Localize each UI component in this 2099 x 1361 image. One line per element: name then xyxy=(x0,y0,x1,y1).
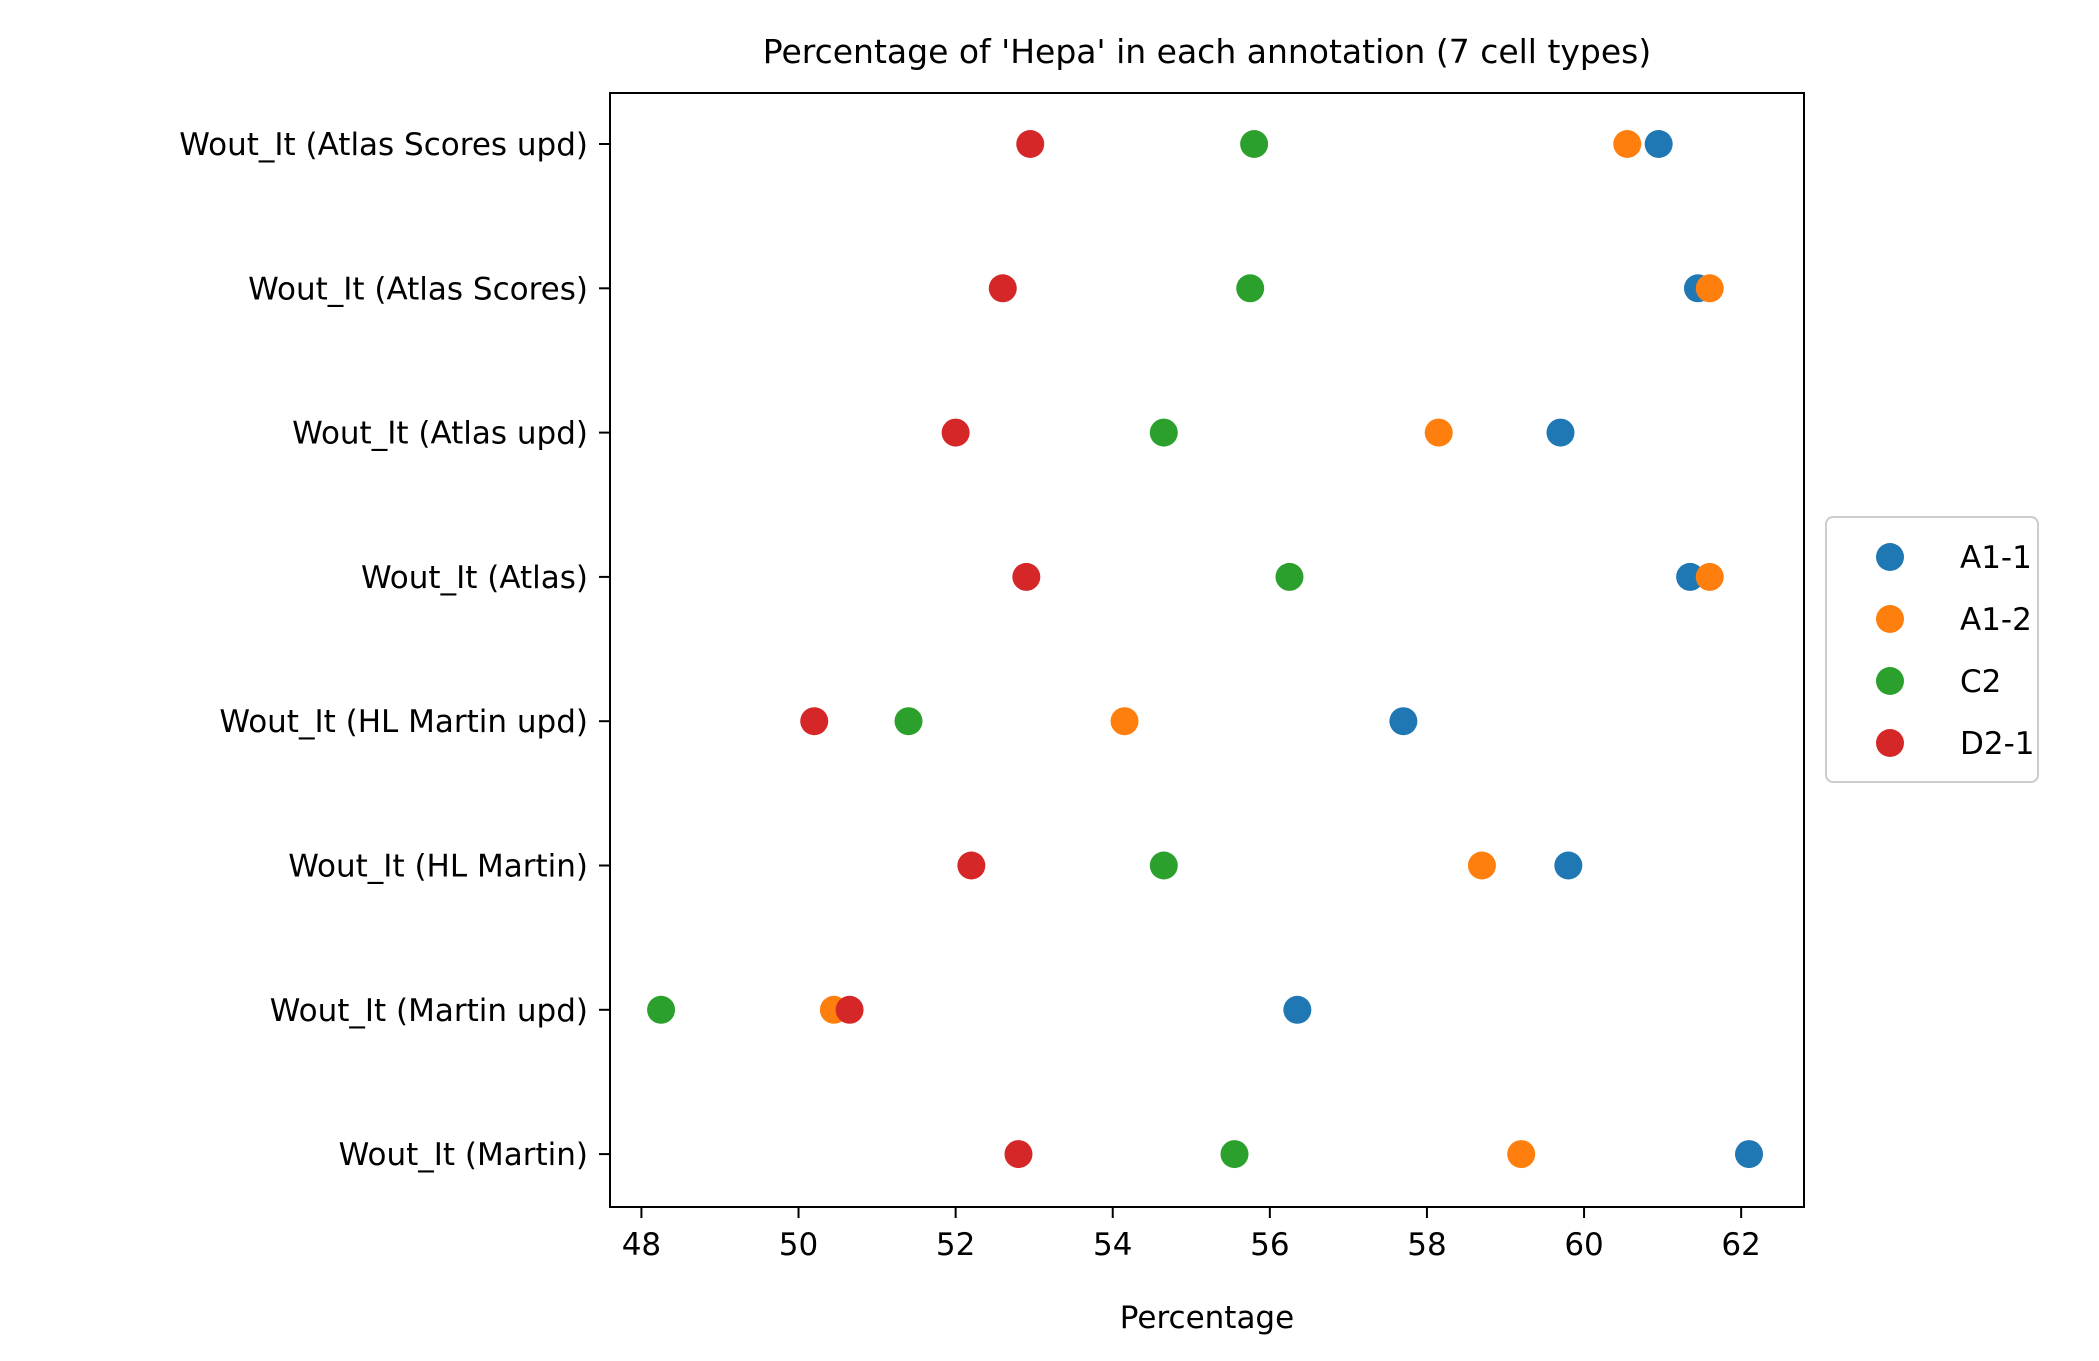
point-a1-2-7 xyxy=(1507,1140,1536,1169)
point-d2-1-2 xyxy=(941,418,970,447)
x-tick-label: 56 xyxy=(1250,1227,1289,1263)
y-tick-label: Wout_It (Martin) xyxy=(339,1137,588,1173)
y-tick-label: Wout_It (Atlas Scores) xyxy=(248,271,588,307)
y-tick-label: Wout_It (Atlas Scores upd) xyxy=(179,127,588,163)
x-tick-label: 60 xyxy=(1564,1227,1603,1263)
point-a1-1-7 xyxy=(1735,1140,1764,1169)
y-tick-label: Wout_It (Martin upd) xyxy=(270,993,588,1029)
point-a1-2-0 xyxy=(1613,130,1642,158)
chart-title: Percentage of 'Hepa' in each annotation … xyxy=(763,32,1652,71)
point-a1-2-2 xyxy=(1424,418,1453,447)
point-c2-2 xyxy=(1149,418,1178,447)
point-c2-1 xyxy=(1236,274,1265,303)
legend: A1-1 A1-2 C2 D2-1 xyxy=(1825,516,2039,783)
point-d2-1-6 xyxy=(835,995,864,1024)
y-tick-label: Wout_It (Atlas) xyxy=(361,560,588,596)
point-d2-1-3 xyxy=(1012,562,1041,591)
plot-frame xyxy=(609,92,1805,1208)
x-tick-label: 58 xyxy=(1407,1227,1446,1263)
x-tick-label: 62 xyxy=(1721,1227,1760,1263)
point-c2-6 xyxy=(647,995,676,1024)
point-c2-0 xyxy=(1240,130,1269,158)
x-axis: 48 50 52 54 56 58 60 62 xyxy=(622,1207,1761,1263)
point-a1-1-0 xyxy=(1644,130,1673,158)
x-tick-label: 54 xyxy=(1093,1227,1132,1263)
legend-label-a1-2: A1-2 xyxy=(1960,602,2032,638)
point-d2-1-4 xyxy=(800,707,829,736)
legend-marker-c2 xyxy=(1876,667,1904,695)
point-c2-5 xyxy=(1149,851,1178,880)
legend-label-c2: C2 xyxy=(1960,664,2001,700)
point-d2-1-5 xyxy=(957,851,986,880)
legend-label-a1-1: A1-1 xyxy=(1960,540,2032,576)
legend-marker-a1-2 xyxy=(1876,605,1904,633)
point-c2-3 xyxy=(1275,562,1304,591)
legend-marker-a1-1 xyxy=(1876,543,1904,571)
point-a1-2-3 xyxy=(1695,562,1724,591)
data-points xyxy=(647,130,1764,1169)
point-a1-1-4 xyxy=(1389,707,1418,736)
x-tick-label: 52 xyxy=(936,1227,975,1263)
point-a1-1-5 xyxy=(1554,851,1583,880)
point-a1-2-4 xyxy=(1110,707,1139,736)
y-tick-label: Wout_It (HL Martin) xyxy=(288,849,588,885)
point-a1-1-6 xyxy=(1283,995,1312,1024)
point-c2-4 xyxy=(894,707,923,736)
point-a1-1-3 xyxy=(1676,562,1705,591)
point-d2-1-1 xyxy=(988,274,1017,303)
point-a1-2-1 xyxy=(1695,274,1724,303)
x-tick-label: 50 xyxy=(779,1227,818,1263)
point-d2-1-7 xyxy=(1004,1140,1033,1169)
point-d2-1-0 xyxy=(1016,130,1045,158)
point-c2-7 xyxy=(1220,1140,1249,1169)
legend-label-d2-1: D2-1 xyxy=(1960,726,2035,762)
legend-marker-d2-1 xyxy=(1876,729,1904,757)
point-a1-2-5 xyxy=(1467,851,1496,880)
x-axis-label: Percentage xyxy=(1120,1300,1294,1336)
y-tick-label: Wout_It (HL Martin upd) xyxy=(219,704,588,740)
legend-frame xyxy=(1825,516,2039,783)
x-tick-label: 48 xyxy=(622,1227,661,1263)
y-axis: Wout_It (Atlas Scores upd) Wout_It (Atlas… xyxy=(179,127,610,1173)
y-tick-label: Wout_It (Atlas upd) xyxy=(292,416,588,452)
point-a1-1-2 xyxy=(1546,418,1575,447)
